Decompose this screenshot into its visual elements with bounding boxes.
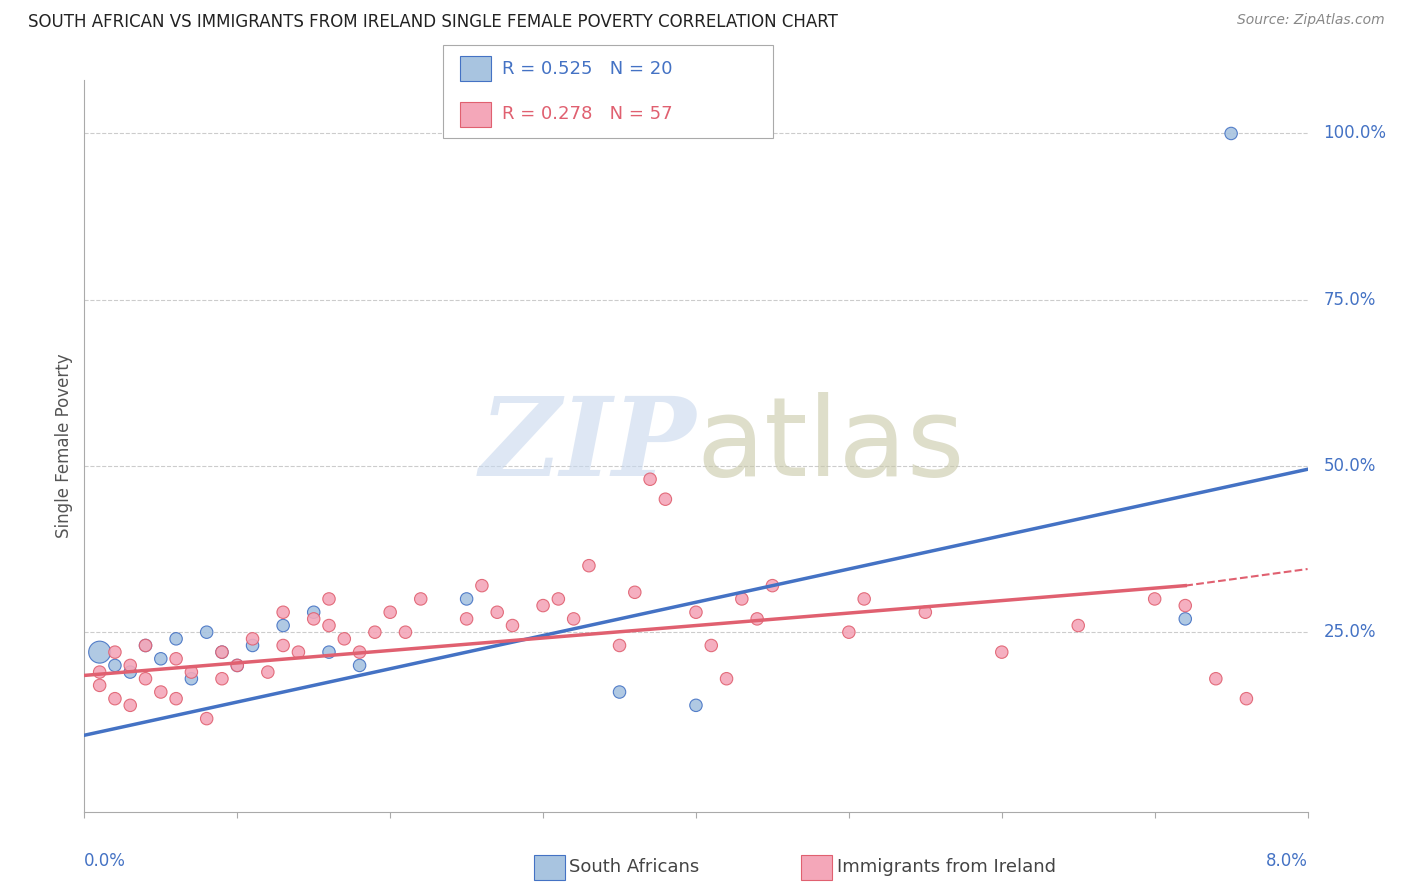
Point <box>609 685 631 699</box>
Point <box>149 652 172 666</box>
Point <box>990 645 1012 659</box>
Text: Source: ZipAtlas.com: Source: ZipAtlas.com <box>1237 13 1385 28</box>
Point <box>302 605 325 619</box>
Text: 50.0%: 50.0% <box>1323 457 1376 475</box>
Point <box>761 579 783 593</box>
Text: South Africans: South Africans <box>569 858 700 876</box>
Point <box>89 665 111 679</box>
Point <box>349 645 371 659</box>
Text: 75.0%: 75.0% <box>1323 291 1376 309</box>
Text: Immigrants from Ireland: Immigrants from Ireland <box>837 858 1056 876</box>
Point <box>685 698 707 713</box>
Point <box>120 698 142 713</box>
Text: R = 0.525   N = 20: R = 0.525 N = 20 <box>502 60 672 78</box>
Point <box>195 625 218 640</box>
Point <box>364 625 387 640</box>
Point <box>547 591 569 606</box>
Point <box>609 639 631 653</box>
Point <box>349 658 371 673</box>
Point <box>1234 691 1257 706</box>
Point <box>1220 127 1243 141</box>
Point <box>104 645 127 659</box>
Point <box>486 605 509 619</box>
Point <box>271 618 294 632</box>
Point <box>1174 612 1197 626</box>
Point <box>271 605 294 619</box>
Point <box>89 678 111 692</box>
Point <box>853 591 876 606</box>
Text: SOUTH AFRICAN VS IMMIGRANTS FROM IRELAND SINGLE FEMALE POVERTY CORRELATION CHART: SOUTH AFRICAN VS IMMIGRANTS FROM IRELAND… <box>28 13 838 31</box>
Point <box>211 645 233 659</box>
Point <box>380 605 402 619</box>
Point <box>120 658 142 673</box>
Y-axis label: Single Female Poverty: Single Female Poverty <box>55 354 73 538</box>
Point <box>271 639 294 653</box>
Point <box>914 605 936 619</box>
Point <box>531 599 554 613</box>
Point <box>104 691 127 706</box>
Point <box>165 652 187 666</box>
Point <box>165 632 187 646</box>
Point <box>394 625 416 640</box>
Point <box>165 691 187 706</box>
Point <box>731 591 754 606</box>
Point <box>333 632 356 646</box>
Text: 0.0%: 0.0% <box>84 852 127 870</box>
Point <box>654 492 676 507</box>
Point <box>226 658 249 673</box>
Point <box>120 665 142 679</box>
Point <box>135 639 157 653</box>
Point <box>211 645 233 659</box>
Text: atlas: atlas <box>696 392 965 500</box>
Point <box>638 472 661 486</box>
Point <box>1067 618 1090 632</box>
Point <box>624 585 647 599</box>
Point <box>318 618 340 632</box>
Point <box>318 645 340 659</box>
Point <box>302 612 325 626</box>
Point <box>1143 591 1166 606</box>
Text: 8.0%: 8.0% <box>1265 852 1308 870</box>
Point <box>716 672 738 686</box>
Point <box>838 625 860 640</box>
Point <box>456 591 478 606</box>
Point <box>700 639 723 653</box>
Point <box>104 658 127 673</box>
Text: 100.0%: 100.0% <box>1323 125 1386 143</box>
Point <box>409 591 432 606</box>
Point <box>501 618 523 632</box>
Point <box>135 639 157 653</box>
Text: 25.0%: 25.0% <box>1323 624 1376 641</box>
Point <box>257 665 280 679</box>
Point <box>180 665 202 679</box>
Point <box>287 645 309 659</box>
Point <box>149 685 172 699</box>
Point <box>471 579 494 593</box>
Point <box>135 672 157 686</box>
Point <box>562 612 585 626</box>
Point <box>745 612 768 626</box>
Text: ZIP: ZIP <box>479 392 696 500</box>
Point <box>180 672 202 686</box>
Point <box>226 658 249 673</box>
Point <box>318 591 340 606</box>
Point <box>195 712 218 726</box>
Point <box>685 605 707 619</box>
Point <box>578 558 600 573</box>
Point <box>211 672 233 686</box>
Point <box>242 639 264 653</box>
Point <box>456 612 478 626</box>
Point <box>1205 672 1227 686</box>
Point <box>242 632 264 646</box>
Point <box>89 645 111 659</box>
Text: R = 0.278   N = 57: R = 0.278 N = 57 <box>502 105 672 123</box>
Point <box>1174 599 1197 613</box>
